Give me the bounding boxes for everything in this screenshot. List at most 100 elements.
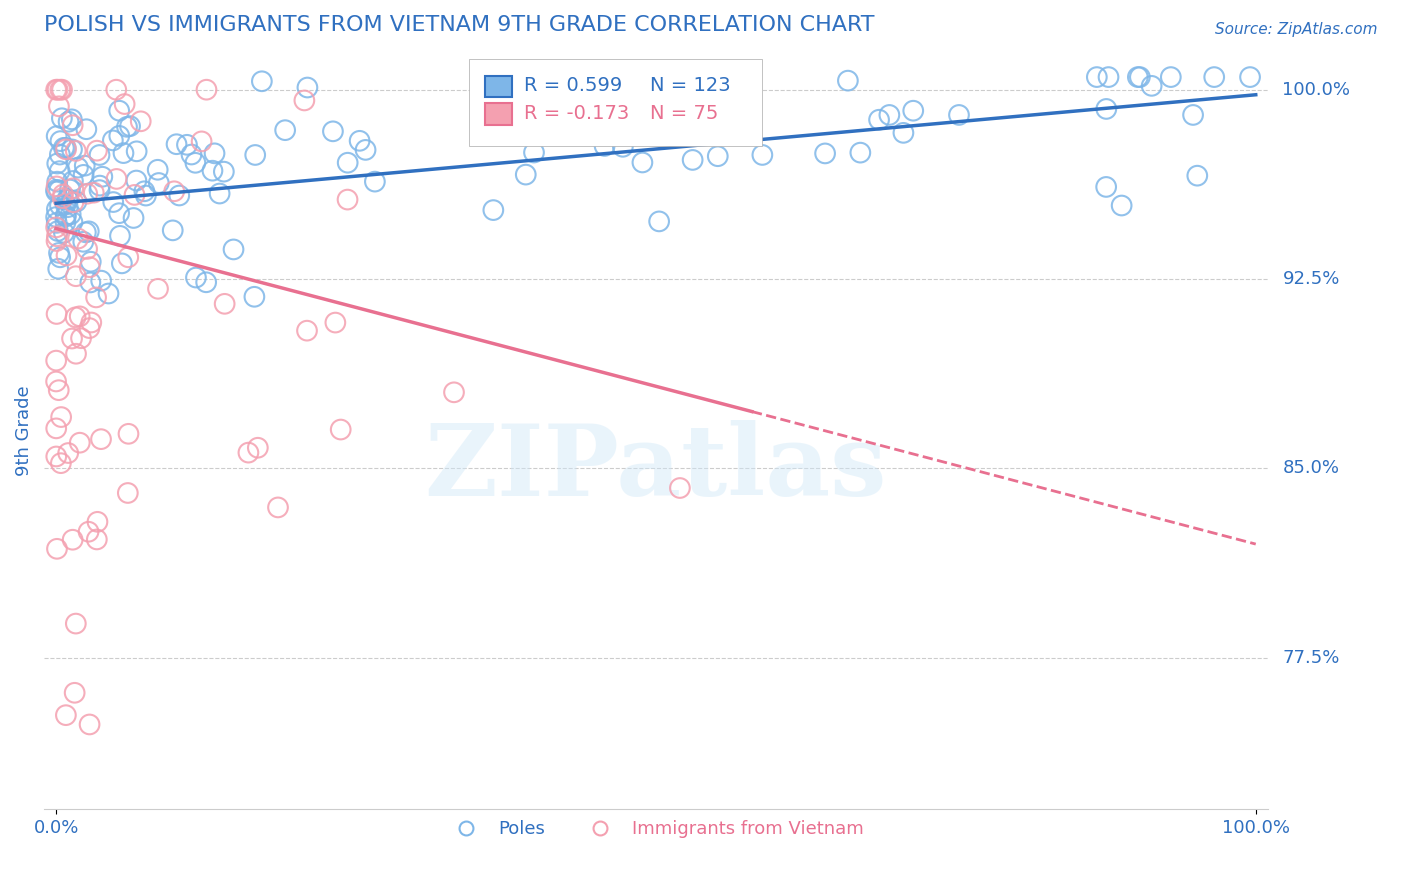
Point [80, 254, 103, 268]
Point [52, 191, 75, 205]
Point [97, 286, 120, 301]
Legend: Poles, Immigrants from Vietnam: Poles, Immigrants from Vietnam [441, 814, 872, 846]
Point [62, 118, 84, 132]
Point [70, 331, 93, 345]
Point [46, 261, 69, 276]
Point [45, 183, 67, 197]
Point [60, 332, 83, 346]
Point [1095, 180, 1118, 194]
Point [322, 124, 344, 138]
Point [117, 486, 139, 500]
Point [63, 686, 86, 700]
Text: R = -0.173: R = -0.173 [524, 104, 628, 123]
Point [76, 242, 98, 256]
Point [948, 108, 970, 122]
Point [325, 316, 347, 330]
Point [76, 186, 98, 201]
Point [1126, 70, 1149, 84]
Point [45, 220, 67, 235]
Point [58, 114, 80, 128]
Point [55, 142, 77, 156]
Point [79, 321, 101, 335]
Point [75, 122, 97, 136]
Point [49, 456, 72, 470]
Point [108, 206, 131, 220]
Point [72, 235, 94, 249]
Point [51, 83, 73, 97]
Point [62, 195, 84, 210]
Point [125, 145, 148, 159]
Point [55, 208, 77, 222]
Point [105, 83, 128, 97]
Point [184, 270, 207, 285]
Y-axis label: 9th Grade: 9th Grade [15, 385, 32, 475]
Point [72, 168, 94, 182]
Point [349, 134, 371, 148]
Point [837, 73, 859, 87]
Point [45, 185, 67, 199]
Point [48, 246, 70, 260]
Point [135, 188, 157, 202]
Point [62, 181, 84, 195]
Point [682, 153, 704, 167]
Point [111, 256, 134, 270]
Point [1204, 70, 1226, 84]
Point [65, 616, 87, 631]
Point [51, 112, 73, 126]
Point [1095, 102, 1118, 116]
Text: Source: ZipAtlas.com: Source: ZipAtlas.com [1215, 22, 1378, 37]
Point [523, 145, 546, 160]
Point [868, 112, 890, 127]
Bar [485, 103, 512, 125]
Point [56, 200, 79, 214]
Point [45, 353, 67, 368]
Point [52, 187, 75, 202]
Point [134, 184, 156, 198]
Point [73, 159, 96, 173]
Point [1129, 70, 1152, 84]
Point [112, 146, 135, 161]
Point [69, 435, 91, 450]
Point [91, 169, 114, 184]
Point [65, 269, 87, 284]
Point [117, 426, 139, 441]
Point [124, 188, 146, 202]
Point [67, 231, 90, 245]
Point [62, 174, 84, 188]
Text: ZIPatlas: ZIPatlas [425, 420, 887, 516]
Point [49, 410, 72, 425]
Point [180, 147, 202, 161]
Point [329, 423, 352, 437]
Text: 92.5%: 92.5% [1282, 270, 1340, 288]
Point [1140, 78, 1163, 93]
Point [65, 310, 87, 325]
Point [90, 432, 112, 446]
Point [879, 108, 901, 122]
Point [108, 103, 131, 118]
Point [77, 224, 100, 238]
Point [55, 215, 77, 229]
Point [204, 146, 226, 161]
Point [45, 229, 67, 244]
Point [52, 226, 75, 240]
Point [103, 195, 125, 210]
Point [336, 155, 359, 169]
Point [83, 186, 105, 200]
Point [49, 134, 72, 148]
Text: N = 75: N = 75 [650, 104, 718, 123]
Point [55, 197, 77, 211]
Point [245, 148, 267, 162]
Point [125, 173, 148, 187]
Point [48, 164, 70, 178]
Point [243, 290, 266, 304]
Point [214, 297, 236, 311]
Point [86, 515, 108, 529]
Point [69, 310, 91, 324]
Point [238, 445, 260, 459]
Point [65, 144, 87, 158]
Point [114, 97, 136, 112]
Point [1187, 169, 1209, 183]
Point [246, 441, 269, 455]
Point [195, 275, 218, 289]
Point [814, 146, 837, 161]
